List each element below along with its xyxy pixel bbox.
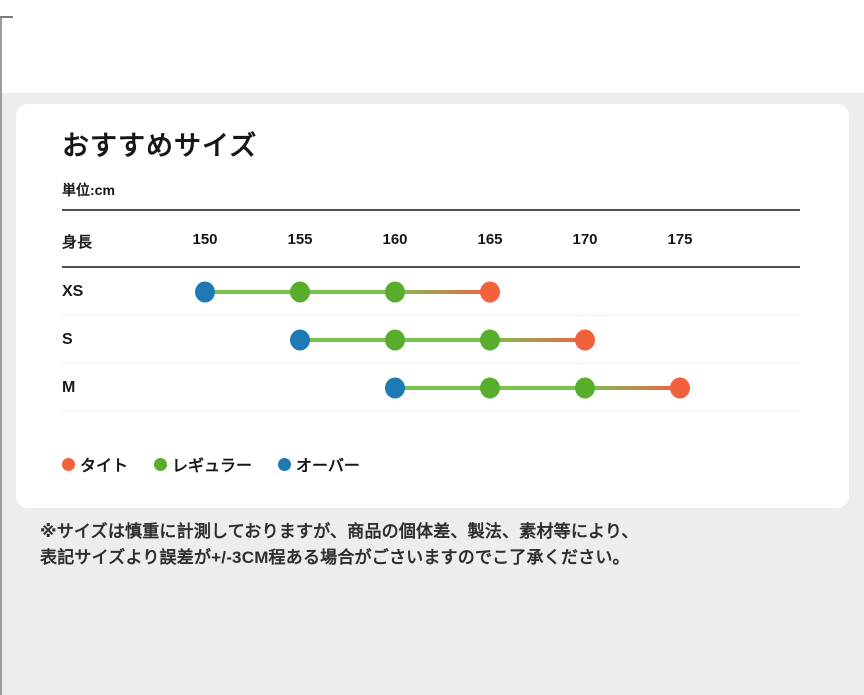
axis-tick: 155	[287, 231, 313, 248]
legend-item: オーバー	[278, 452, 360, 476]
size-rows: XS S M	[16, 268, 849, 412]
size-row-s: S	[16, 316, 849, 364]
divider-axis	[62, 266, 800, 268]
footnote: ※サイズは慎重に計測しておりますが、商品の個体差、製法、素材等により、 表記サイ…	[40, 519, 830, 571]
range-line	[585, 386, 680, 390]
divider-top	[62, 209, 800, 211]
photo-corner-mark	[0, 16, 13, 18]
fit-dot-regular	[575, 377, 595, 399]
fit-dot-tight	[575, 329, 595, 351]
size-row-m: M	[16, 364, 849, 412]
fit-dot-over	[385, 377, 405, 399]
fit-dot-over	[195, 281, 215, 303]
legend-item: タイト	[62, 452, 128, 476]
axis-tick: 170	[572, 231, 598, 248]
fit-dot-over	[290, 329, 310, 351]
fit-dot-regular	[290, 281, 310, 303]
range-line	[300, 290, 395, 294]
chart-title: おすすめサイズ	[62, 131, 258, 161]
photo-edge-line	[0, 17, 2, 695]
range-line	[395, 290, 490, 294]
legend-label: レギュラー	[172, 458, 253, 475]
size-row-xs: XS	[16, 268, 849, 316]
axis-tick: 150	[192, 231, 218, 248]
size-label: XS	[62, 283, 84, 300]
legend-label: タイト	[80, 458, 129, 475]
legend-dot-icon	[278, 457, 292, 471]
footnote-line-2: 表記サイズより誤差が+/-3CM程ある場合がごさいますのでこ了承ください。	[40, 548, 630, 567]
legend: タイト レギュラー オーバー	[62, 452, 360, 476]
fit-dot-tight	[480, 281, 500, 303]
range-line	[395, 386, 490, 390]
legend-dot-icon	[62, 457, 75, 471]
size-label: M	[62, 379, 76, 396]
fit-dot-regular	[480, 329, 500, 351]
range-line	[490, 386, 585, 390]
fit-dot-regular	[480, 377, 500, 399]
legend-dot-icon	[154, 457, 168, 471]
legend-label: オーバー	[296, 458, 360, 475]
size-label: S	[62, 331, 73, 348]
axis-label-height: 身長	[62, 234, 93, 251]
axis-tick: 175	[667, 231, 693, 248]
range-line	[395, 338, 490, 342]
unit-label: 単位:cm	[62, 182, 115, 198]
range-line	[490, 338, 585, 342]
range-line	[300, 338, 395, 342]
fit-dot-regular	[385, 329, 405, 351]
footnote-line-1: ※サイズは慎重に計測しておりますが、商品の個体差、製法、素材等により、	[40, 522, 639, 541]
fit-dot-regular	[385, 281, 405, 303]
axis-tick: 165	[477, 231, 503, 248]
legend-item: レギュラー	[154, 452, 252, 476]
fit-dot-tight	[670, 377, 690, 399]
size-chart-card: おすすめサイズ 単位:cm 身長 150 155 160 165 170 175 XS S M…	[16, 104, 849, 508]
axis-tick: 160	[382, 231, 408, 248]
range-line	[205, 290, 300, 294]
